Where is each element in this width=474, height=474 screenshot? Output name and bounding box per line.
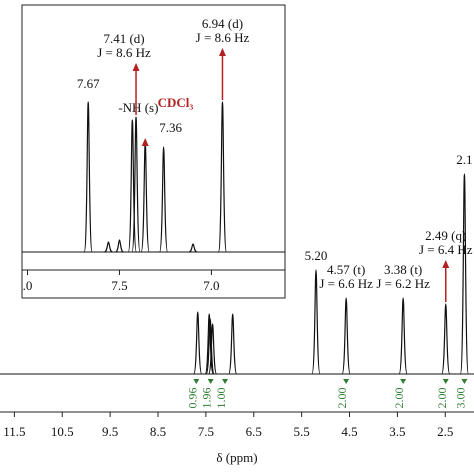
integral-mark (400, 379, 407, 384)
x-tick-label: 3.5 (389, 424, 405, 439)
x-tick-label: 8.5 (150, 424, 166, 439)
peak (131, 116, 141, 253)
peak-label: J = 8.6 Hz (97, 45, 151, 60)
integral-label: 2.00 (435, 388, 449, 409)
peak-label: J = 8.6 Hz (196, 30, 250, 45)
x-tick-label: 7.5 (111, 278, 127, 293)
arrow-head (442, 260, 450, 268)
x-tick-label: 7.5 (198, 424, 214, 439)
peak (193, 311, 203, 375)
integral-mark (207, 379, 214, 384)
arrow-head (132, 63, 140, 71)
integral-label: 1.96 (200, 388, 214, 409)
integral-label: 2.00 (392, 388, 406, 409)
peak-label: J = 6.2 Hz (376, 276, 430, 291)
peak-label: 7.36 (159, 120, 182, 135)
peak-label: 7.67 (77, 76, 100, 91)
peak-label: 6.94 (d) (202, 16, 243, 31)
peak (188, 243, 198, 253)
peak-label: CDCl₃ (158, 95, 194, 110)
x-tick-label: 5.5 (294, 424, 310, 439)
x-axis-title: δ (ppm) (216, 450, 257, 465)
integral-label: 2.00 (335, 388, 349, 409)
arrow-head (141, 138, 149, 146)
integral-label: 0.96 (185, 388, 199, 409)
x-tick-label: 7.0 (203, 278, 219, 293)
peak-label: 4.57 (t) (327, 262, 365, 277)
x-tick-label: 6.5 (246, 424, 262, 439)
peak-label: -NH (s) (118, 100, 158, 115)
integral-mark (442, 379, 449, 384)
peak-label: J = 6.6 Hz (319, 276, 373, 291)
peak (205, 318, 215, 375)
spectrum-panel: .0 7.5 7.07.67-NH (s)7.41 (d)J = 8.6 Hz7.3… (21, 4, 286, 299)
integral-label: 3.00 (453, 388, 467, 409)
integral-mark (222, 379, 229, 384)
peak (398, 297, 408, 375)
peak (459, 173, 470, 375)
spectrum-panel: 11.5 10.5 9.5 8.5 7.5 6.5 5.5 4.5 3.5 2.5 5.204.57… (0, 152, 474, 439)
peak (83, 101, 93, 253)
peak (217, 101, 228, 253)
x-tick-label: 2.5 (437, 424, 453, 439)
integral-label: 1.00 (214, 388, 228, 409)
inset-frame (21, 4, 286, 299)
peak-label: 2.1 (456, 152, 472, 167)
peak (441, 303, 451, 375)
peak (341, 297, 351, 375)
peak (311, 269, 321, 375)
peak (159, 146, 169, 253)
peak-label: 3.38 (t) (384, 262, 422, 277)
x-tick-label: 4.5 (341, 424, 357, 439)
peak (104, 241, 113, 253)
peak (204, 313, 214, 375)
arrow-head (218, 48, 226, 56)
integral-mark (343, 379, 350, 384)
peak-label: 2.49 (q) (425, 228, 466, 243)
peak-label: J = 6.4 Hz (419, 242, 473, 257)
x-tick-label: 10.5 (51, 424, 74, 439)
peak (207, 323, 218, 375)
x-tick-label: 9.5 (102, 424, 118, 439)
integral-mark (193, 379, 200, 384)
peak-label: 5.20 (305, 248, 328, 263)
peak (228, 313, 238, 375)
x-tick-label: .0 (23, 278, 33, 293)
integral-mark (461, 379, 468, 384)
peak-label: 7.41 (d) (103, 31, 144, 46)
peak (115, 239, 124, 253)
x-tick-label: 11.5 (3, 424, 25, 439)
